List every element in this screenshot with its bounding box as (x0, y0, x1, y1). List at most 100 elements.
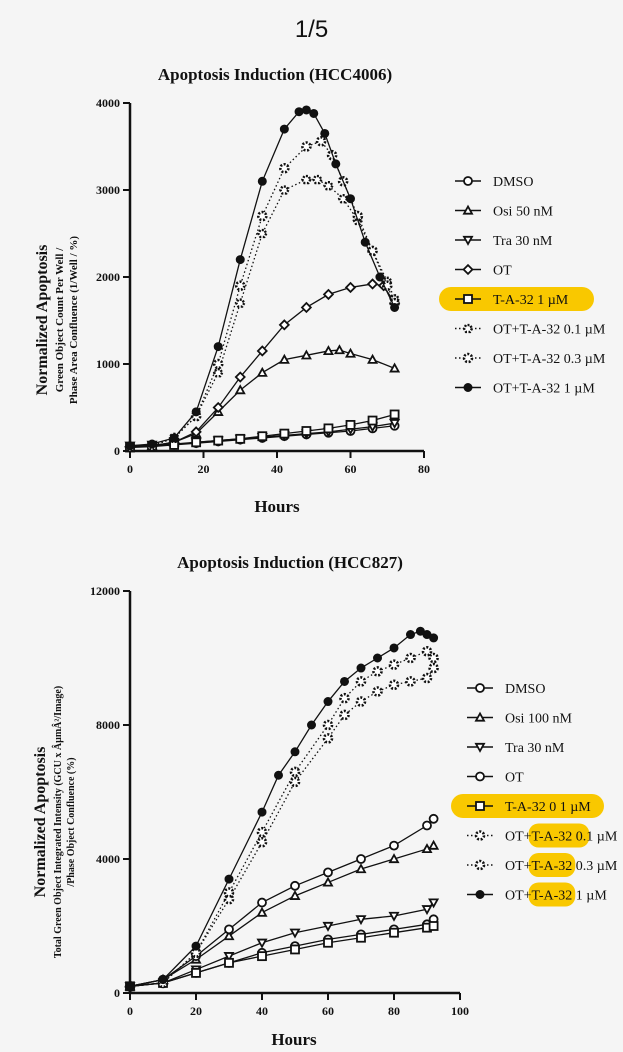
data-point-circle (290, 880, 300, 891)
data-point-triangle-down (223, 952, 235, 963)
data-point-diamond (300, 301, 313, 314)
legend-item-5: T-A-32 0 1 µM (451, 794, 604, 818)
series-7 (124, 646, 439, 992)
data-point-diamond (234, 371, 246, 383)
series-8 (125, 105, 400, 451)
legend-symbol-triangle-down (462, 235, 474, 246)
x-axis-label: Hours (271, 1030, 317, 1049)
y-label-line-1: Normalized Apoptosis (34, 245, 51, 396)
series-5 (125, 921, 439, 992)
data-point-triangle-up (278, 353, 290, 364)
data-point-circle-dot (315, 135, 327, 147)
legend-highlight (528, 882, 576, 907)
data-point-diamond (256, 345, 268, 357)
y-tick-label: 12000 (90, 584, 120, 598)
y-label-line-3: /Phase Object Confluence (%) (66, 757, 77, 887)
legend: DMSO Osi 100 nM Tra 30 nM OT T-A-32 0 1 µM OT… (451, 682, 618, 907)
data-point-hexagon (301, 174, 312, 185)
y-tick-label: 4000 (96, 96, 120, 110)
x-tick-label: 60 (345, 462, 357, 476)
legend-symbol-circle-dot (462, 352, 474, 364)
legend-highlight (451, 794, 604, 818)
data-point-filled-circle (340, 676, 349, 686)
y-label-line-3: Phase Area Confluence (1/Well / %) (68, 236, 80, 404)
data-point-square (389, 409, 400, 420)
data-point-circle (356, 854, 366, 864)
data-point-circle-dot (289, 776, 301, 788)
data-point-hexagon (278, 185, 290, 195)
data-point-circle-dot (388, 659, 400, 670)
data-point-filled-circle (158, 975, 168, 985)
y-axis-label: Normalized Apoptosis Total Green Object … (32, 686, 77, 958)
data-point-filled-circle (279, 124, 289, 134)
data-point-square (257, 951, 267, 962)
data-point-triangle-up (223, 930, 235, 941)
legend-symbol-filled-circle (475, 890, 485, 899)
legend-symbol-triangle-up (474, 711, 486, 722)
chart-title: Apoptosis Induction (HCC827) (177, 553, 403, 572)
x-tick-label: 0 (127, 462, 133, 476)
page-indicator: 1/5 (294, 16, 329, 43)
legend-item-7: OT+T-A-32 0.3 µM (467, 853, 618, 877)
data-point-diamond (212, 401, 224, 414)
chart-hcc4006: Apoptosis Induction (HCC4006) Normalized… (34, 65, 606, 516)
legend-symbol-square (475, 801, 485, 811)
data-point-filled-circle (373, 653, 382, 663)
data-point-circle-dot (212, 358, 224, 370)
data-point-filled-circle (323, 697, 333, 707)
data-point-triangle-up (256, 366, 268, 377)
data-point-circle-dot (322, 733, 334, 744)
series-line (129, 109, 396, 447)
plot-area (124, 105, 401, 453)
data-point-circle-dot (421, 646, 433, 657)
legend-item-4: OT (467, 771, 524, 786)
legend-highlight (528, 823, 590, 848)
data-point-filled-circle (390, 302, 400, 312)
data-point-filled-circle (191, 407, 201, 417)
data-point-triangle-down (355, 915, 367, 926)
data-point-triangle-up (388, 853, 400, 864)
legend-item-2: Osi 100 nM (467, 712, 572, 727)
legend-label: T-A-32 0 1 µM (505, 800, 591, 815)
data-point-square (323, 937, 333, 948)
data-point-circle (428, 813, 439, 824)
plot-area (124, 626, 440, 993)
legend-symbol-triangle-up (462, 204, 474, 215)
data-point-triangle-down (389, 419, 401, 430)
data-point-triangle-down (421, 905, 433, 916)
legend-symbol-diamond (462, 263, 474, 276)
legend-symbol-circle-dot (474, 830, 486, 841)
legend-item-7: OT+T-A-32 0.3 µM (455, 352, 606, 367)
legend-item-3: Tra 30 nM (467, 741, 565, 756)
data-point-filled-circle (224, 874, 234, 884)
legend-item-5: T-A-32 1 µM (439, 287, 594, 311)
legend-symbol-filled-circle (463, 383, 473, 392)
legend-label: Osi 100 nM (505, 712, 572, 727)
legend-item-1: DMSO (455, 175, 533, 190)
data-point-diamond (278, 319, 291, 331)
data-point-circle-dot (279, 162, 290, 174)
data-point-square (191, 967, 201, 978)
data-point-triangle-down (388, 911, 400, 922)
series-6 (124, 662, 439, 992)
data-point-triangle-down (322, 921, 334, 932)
y-tick-label: 8000 (96, 718, 120, 732)
x-tick-label: 0 (127, 1004, 133, 1018)
data-point-filled-circle (406, 630, 415, 640)
legend-symbol-circle-dot (474, 859, 486, 871)
data-point-square (356, 932, 366, 943)
y-label-line-1: Normalized Apoptosis (32, 747, 49, 898)
data-point-filled-circle (294, 107, 304, 117)
data-point-circle-dot (372, 666, 383, 677)
data-point-filled-circle (307, 720, 316, 730)
legend-item-3: Tra 30 nM (455, 234, 553, 249)
legend-label: OT+T-A-32 0.3 µM (505, 859, 618, 874)
series-line (129, 902, 435, 987)
legend-label: Tra 30 nM (493, 234, 553, 249)
legend-label: OT+T-A-32 0.1 µM (505, 830, 618, 845)
data-point-triangle-up (234, 384, 246, 395)
data-point-triangle-up (300, 349, 312, 360)
legend-label: Tra 30 nM (505, 741, 565, 756)
series-line (129, 140, 396, 448)
